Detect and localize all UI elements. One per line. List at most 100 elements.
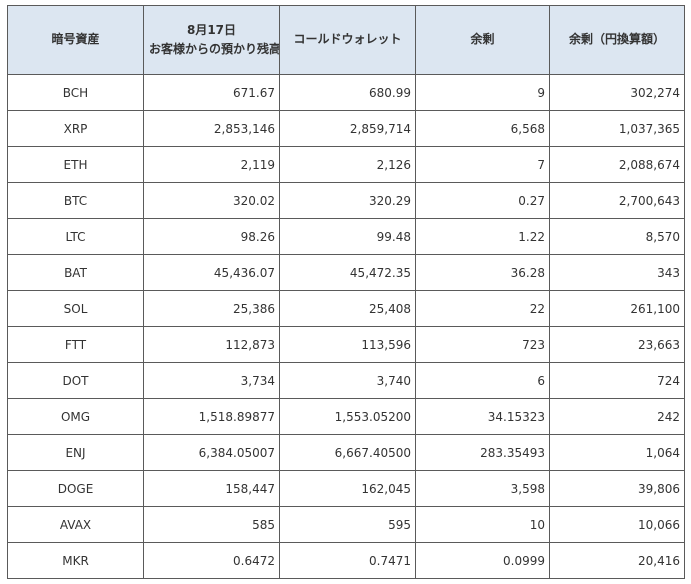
table-row: BTC 320.02 320.29 0.27 2,700,643: [7, 182, 685, 219]
surplus-cell: 723: [415, 326, 550, 363]
crypto-reserves-table: 暗号資産 8月17日 お客様からの預かり残高 コールドウォレット 余剰 余剰（円換算額） …: [7, 5, 685, 579]
surplus-cell: 1.22: [415, 218, 550, 255]
cold-wallet-cell: 25,408: [279, 290, 416, 327]
surplus-jpy-cell: 10,066: [549, 506, 685, 543]
header-asset: 暗号資産: [7, 5, 144, 75]
customer-balance-cell: 585: [143, 506, 280, 543]
surplus-jpy-cell: 20,416: [549, 542, 685, 579]
header-text-line: 8月17日: [186, 22, 237, 37]
cold-wallet-cell: 3,740: [279, 362, 416, 399]
surplus-jpy-cell: 39,806: [549, 470, 685, 507]
asset-name-cell: AVAX: [7, 506, 144, 543]
cold-wallet-cell: 0.7471: [279, 542, 416, 579]
table-row: BAT 45,436.07 45,472.35 36.28 343: [7, 254, 685, 291]
surplus-jpy-cell: 8,570: [549, 218, 685, 255]
surplus-cell: 36.28: [415, 254, 550, 291]
customer-balance-cell: 112,873: [143, 326, 280, 363]
surplus-cell: 0.0999: [415, 542, 550, 579]
asset-name-cell: BTC: [7, 182, 144, 219]
asset-name-cell: OMG: [7, 398, 144, 435]
surplus-jpy-cell: 261,100: [549, 290, 685, 327]
cold-wallet-cell: 113,596: [279, 326, 416, 363]
cold-wallet-cell: 2,859,714: [279, 110, 416, 147]
customer-balance-cell: 3,734: [143, 362, 280, 399]
surplus-cell: 283.35493: [415, 434, 550, 471]
customer-balance-cell: 1,518.89877: [143, 398, 280, 435]
asset-name-cell: DOT: [7, 362, 144, 399]
cold-wallet-cell: 680.99: [279, 74, 416, 111]
cold-wallet-cell: 162,045: [279, 470, 416, 507]
surplus-jpy-cell: 302,274: [549, 74, 685, 111]
cold-wallet-cell: 6,667.40500: [279, 434, 416, 471]
header-text-line: コールドウォレット: [293, 32, 402, 47]
table-row: FTT 112,873 113,596 723 23,663: [7, 326, 685, 363]
surplus-jpy-cell: 242: [549, 398, 685, 435]
surplus-cell: 6: [415, 362, 550, 399]
header-row: 暗号資産 8月17日お客様からの預かり残高 コールドウォレット 余剰 余剰（円換算額）: [7, 5, 685, 75]
table-row: MKR 0.6472 0.7471 0.0999 20,416: [7, 542, 685, 579]
surplus-cell: 9: [415, 74, 550, 111]
customer-balance-cell: 2,853,146: [143, 110, 280, 147]
asset-name-cell: FTT: [7, 326, 144, 363]
surplus-cell: 7: [415, 146, 550, 183]
customer-balance-cell: 2,119: [143, 146, 280, 183]
table-row: XRP 2,853,146 2,859,714 6,568 1,037,365: [7, 110, 685, 147]
cold-wallet-cell: 99.48: [279, 218, 416, 255]
table-row: SOL 25,386 25,408 22 261,100: [7, 290, 685, 327]
asset-name-cell: DOGE: [7, 470, 144, 507]
customer-balance-cell: 158,447: [143, 470, 280, 507]
surplus-cell: 10: [415, 506, 550, 543]
table-row: ENJ 6,384.05007 6,667.40500 283.35493 1,064: [7, 434, 685, 471]
asset-name-cell: SOL: [7, 290, 144, 327]
cold-wallet-cell: 320.29: [279, 182, 416, 219]
surplus-jpy-cell: 1,037,365: [549, 110, 685, 147]
reserves-table-container: 暗号資産 8月17日 お客様からの預かり残高 コールドウォレット 余剰 余剰（円換算額） …: [7, 5, 685, 579]
surplus-jpy-cell: 1,064: [549, 434, 685, 471]
header-customer-balance: 8月17日お客様からの預かり残高: [143, 5, 280, 75]
asset-name-cell: XRP: [7, 110, 144, 147]
table-row: AVAX 585 595 10 10,066: [7, 506, 685, 543]
asset-name-cell: ETH: [7, 146, 144, 183]
customer-balance-cell: 25,386: [143, 290, 280, 327]
surplus-cell: 22: [415, 290, 550, 327]
asset-name-cell: LTC: [7, 218, 144, 255]
table-body: BCH 671.67 680.99 9 302,274 XRP 2,853,146 2,859…: [7, 74, 685, 579]
asset-name-cell: BCH: [7, 74, 144, 111]
surplus-jpy-cell: 343: [549, 254, 685, 291]
header-cold-wallet: コールドウォレット: [279, 5, 416, 75]
table-row: LTC 98.26 99.48 1.22 8,570: [7, 218, 685, 255]
table-row: ETH 2,119 2,126 7 2,088,674: [7, 146, 685, 183]
cold-wallet-cell: 45,472.35: [279, 254, 416, 291]
surplus-jpy-cell: 23,663: [549, 326, 685, 363]
header-text-line: 余剰（円換算額）: [568, 32, 665, 47]
surplus-cell: 34.15323: [415, 398, 550, 435]
table-row: BCH 671.67 680.99 9 302,274: [7, 74, 685, 111]
asset-name-cell: ENJ: [7, 434, 144, 471]
surplus-cell: 0.27: [415, 182, 550, 219]
header-surplus: 余剰: [415, 5, 550, 75]
table-row: DOGE 158,447 162,045 3,598 39,806: [7, 470, 685, 507]
customer-balance-cell: 6,384.05007: [143, 434, 280, 471]
header-text-line: お客様からの預かり残高: [149, 42, 280, 56]
surplus-jpy-cell: 724: [549, 362, 685, 399]
customer-balance-cell: 98.26: [143, 218, 280, 255]
customer-balance-cell: 45,436.07: [143, 254, 280, 291]
cold-wallet-cell: 595: [279, 506, 416, 543]
surplus-jpy-cell: 2,088,674: [549, 146, 685, 183]
surplus-jpy-cell: 2,700,643: [549, 182, 685, 219]
asset-name-cell: BAT: [7, 254, 144, 291]
table-row: DOT 3,734 3,740 6 724: [7, 362, 685, 399]
table-header: 暗号資産 8月17日お客様からの預かり残高 コールドウォレット 余剰 余剰（円換算額）: [7, 5, 685, 75]
header-text-line: 暗号資産: [51, 32, 100, 47]
table-row: OMG 1,518.89877 1,553.05200 34.15323 242: [7, 398, 685, 435]
customer-balance-cell: 320.02: [143, 182, 280, 219]
header-surplus-jpy: 余剰（円換算額）: [549, 5, 685, 75]
surplus-cell: 6,568: [415, 110, 550, 147]
customer-balance-cell: 0.6472: [143, 542, 280, 579]
asset-name-cell: MKR: [7, 542, 144, 579]
surplus-cell: 3,598: [415, 470, 550, 507]
customer-balance-cell: 671.67: [143, 74, 280, 111]
cold-wallet-cell: 2,126: [279, 146, 416, 183]
header-text-line: 余剰: [470, 32, 495, 47]
cold-wallet-cell: 1,553.05200: [279, 398, 416, 435]
